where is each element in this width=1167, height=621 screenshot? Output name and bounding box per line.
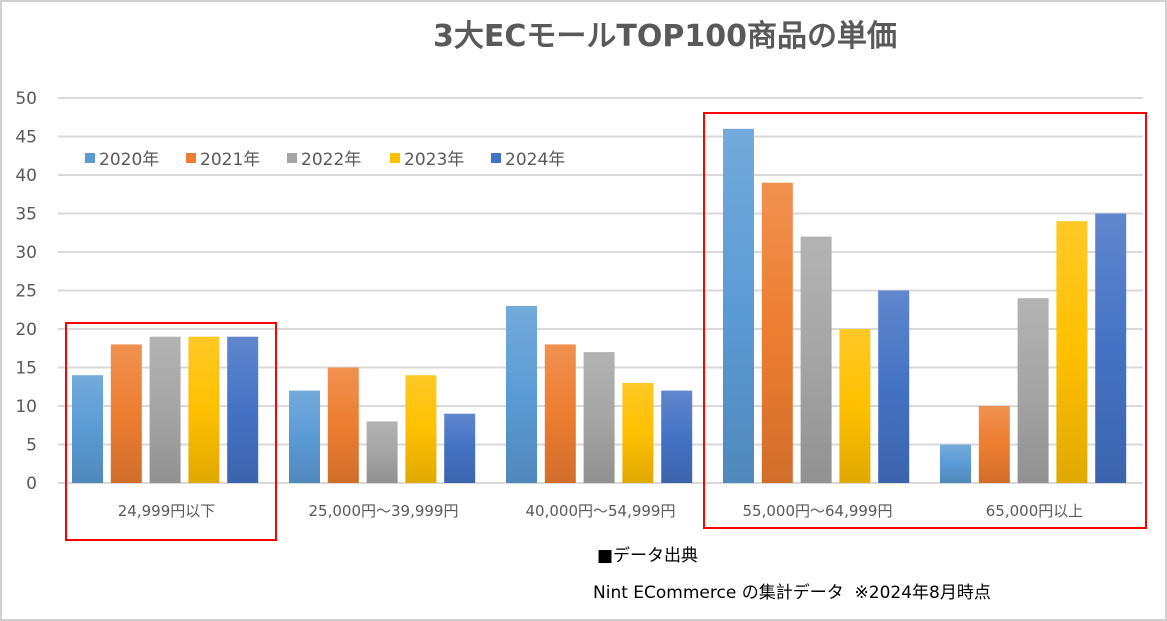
bar-2020年-24,999円以下 bbox=[72, 375, 103, 483]
bar-2020年-40,000円～54,999円 bbox=[506, 305, 537, 483]
legend-label: 2021年 bbox=[200, 150, 260, 170]
y-tick-label: 45 bbox=[15, 128, 37, 148]
bar-2023年-65,000円以上 bbox=[1056, 221, 1088, 483]
bar-2022年-40,000円～54,999円 bbox=[583, 352, 615, 483]
bar-2023年-40,000円～54,999円 bbox=[622, 382, 654, 483]
bar-2023年-55,000円～64,999円 bbox=[839, 329, 871, 483]
y-tick-label: 15 bbox=[15, 359, 37, 379]
bar-2022年-24,999円以下 bbox=[149, 336, 181, 483]
x-category-label: 24,999円以下 bbox=[118, 502, 216, 520]
legend-swatch bbox=[186, 153, 196, 163]
x-category-label: 25,000円～39,999円 bbox=[309, 502, 459, 520]
bar-2024年-40,000円～54,999円 bbox=[661, 390, 693, 483]
chart-title: 3大ECモールTOP100商品の単価 bbox=[433, 19, 897, 54]
y-tick-label: 20 bbox=[15, 320, 37, 340]
legend-label: 2023年 bbox=[404, 150, 464, 170]
bar-2020年-65,000円以上 bbox=[940, 444, 971, 483]
bar-2024年-24,999円以下 bbox=[227, 336, 259, 483]
legend-swatch bbox=[390, 153, 400, 163]
source-note: Nint ECommerce の集計データ ※2024年8月時点 bbox=[593, 583, 991, 603]
y-tick-label: 40 bbox=[15, 166, 37, 186]
legend-label: 2020年 bbox=[99, 150, 159, 170]
x-category-label: 65,000円以上 bbox=[986, 502, 1084, 520]
y-tick-label: 35 bbox=[15, 205, 37, 225]
source-heading: ■データ出典 bbox=[597, 546, 699, 566]
highlight-box-low bbox=[65, 322, 277, 541]
bar-2024年-25,000円～39,999円 bbox=[444, 413, 476, 483]
y-tick-label: 25 bbox=[15, 282, 37, 302]
bar-2022年-65,000円以上 bbox=[1017, 298, 1049, 483]
y-tick-label: 0 bbox=[26, 474, 37, 494]
bar-2020年-25,000円～39,999円 bbox=[289, 390, 320, 483]
highlight-box-high bbox=[703, 112, 1147, 529]
x-category-label: 40,000円～54,999円 bbox=[526, 502, 676, 520]
bar-2022年-55,000円～64,999円 bbox=[800, 236, 832, 483]
bar-2021年-25,000円～39,999円 bbox=[327, 367, 359, 483]
bar-2023年-25,000円～39,999円 bbox=[405, 375, 437, 483]
legend-label: 2022年 bbox=[301, 150, 361, 170]
legend-swatch bbox=[491, 153, 501, 163]
x-category-label: 55,000円～64,999円 bbox=[743, 502, 893, 520]
bar-2021年-40,000円～54,999円 bbox=[544, 344, 576, 483]
legend-label: 2024年 bbox=[505, 150, 565, 170]
y-tick-label: 10 bbox=[15, 397, 37, 417]
bar-2023年-24,999円以下 bbox=[188, 336, 220, 483]
bar-2021年-65,000円以上 bbox=[978, 406, 1010, 483]
y-tick-label: 50 bbox=[15, 89, 37, 109]
bar-2024年-55,000円～64,999円 bbox=[878, 290, 910, 483]
y-tick-label: 30 bbox=[15, 243, 37, 263]
legend-swatch bbox=[287, 153, 297, 163]
y-tick-label: 5 bbox=[26, 436, 37, 456]
bar-2020年-55,000円～64,999円 bbox=[723, 128, 754, 484]
bar-2021年-24,999円以下 bbox=[110, 344, 142, 483]
bar-2021年-55,000円～64,999円 bbox=[761, 182, 793, 483]
bar-2024年-65,000円以上 bbox=[1095, 213, 1127, 483]
bar-2022年-25,000円～39,999円 bbox=[366, 421, 398, 483]
legend-swatch bbox=[85, 153, 95, 163]
